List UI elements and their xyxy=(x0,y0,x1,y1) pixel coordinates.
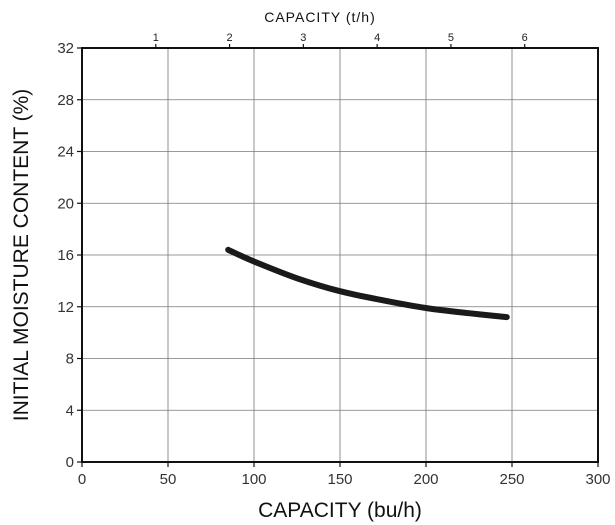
x-tick-label: 250 xyxy=(499,471,524,488)
x-tick-label: 300 xyxy=(585,471,610,488)
x-tick-label: 100 xyxy=(241,471,266,488)
x-tick-label: 0 xyxy=(78,471,86,488)
tick-marks xyxy=(77,44,599,467)
y-tick-label: 4 xyxy=(66,402,74,419)
y-tick-labels: 0 4 8 12 16 20 24 28 32 xyxy=(57,40,74,471)
series-layer xyxy=(225,246,510,321)
x2-axis-title: CAPACITY (t/h) xyxy=(264,9,376,25)
grid-lines xyxy=(82,48,598,462)
y-tick-label: 8 xyxy=(66,351,74,368)
moisture-capacity-curve xyxy=(225,246,510,321)
x-tick-label: 200 xyxy=(413,471,438,488)
y-tick-label: 24 xyxy=(57,144,74,161)
x-tick-label: 50 xyxy=(160,471,177,488)
y-tick-label: 12 xyxy=(57,299,74,316)
x2-tick-label: 2 xyxy=(227,32,233,44)
x2-tick-labels: 1 2 3 4 5 6 xyxy=(153,32,528,44)
y-tick-label: 20 xyxy=(57,195,74,212)
y-axis-title: INITIAL MOISTURE CONTENT (%) xyxy=(10,89,33,422)
x2-tick-label: 3 xyxy=(300,32,306,44)
y-tick-label: 16 xyxy=(57,247,74,264)
x-tick-label: 150 xyxy=(327,471,352,488)
x2-tick-label: 6 xyxy=(522,32,528,44)
x-axis-title: CAPACITY (bu/h) xyxy=(258,499,422,522)
y-tick-label: 32 xyxy=(57,40,74,57)
x2-tick-label: 4 xyxy=(374,32,380,44)
y-tick-label: 0 xyxy=(66,454,74,471)
y-tick-label: 28 xyxy=(57,92,74,109)
x2-tick-label: 1 xyxy=(153,32,159,44)
x-tick-labels: 0 50 100 150 200 250 300 xyxy=(78,471,611,488)
x2-tick-label: 5 xyxy=(448,32,454,44)
